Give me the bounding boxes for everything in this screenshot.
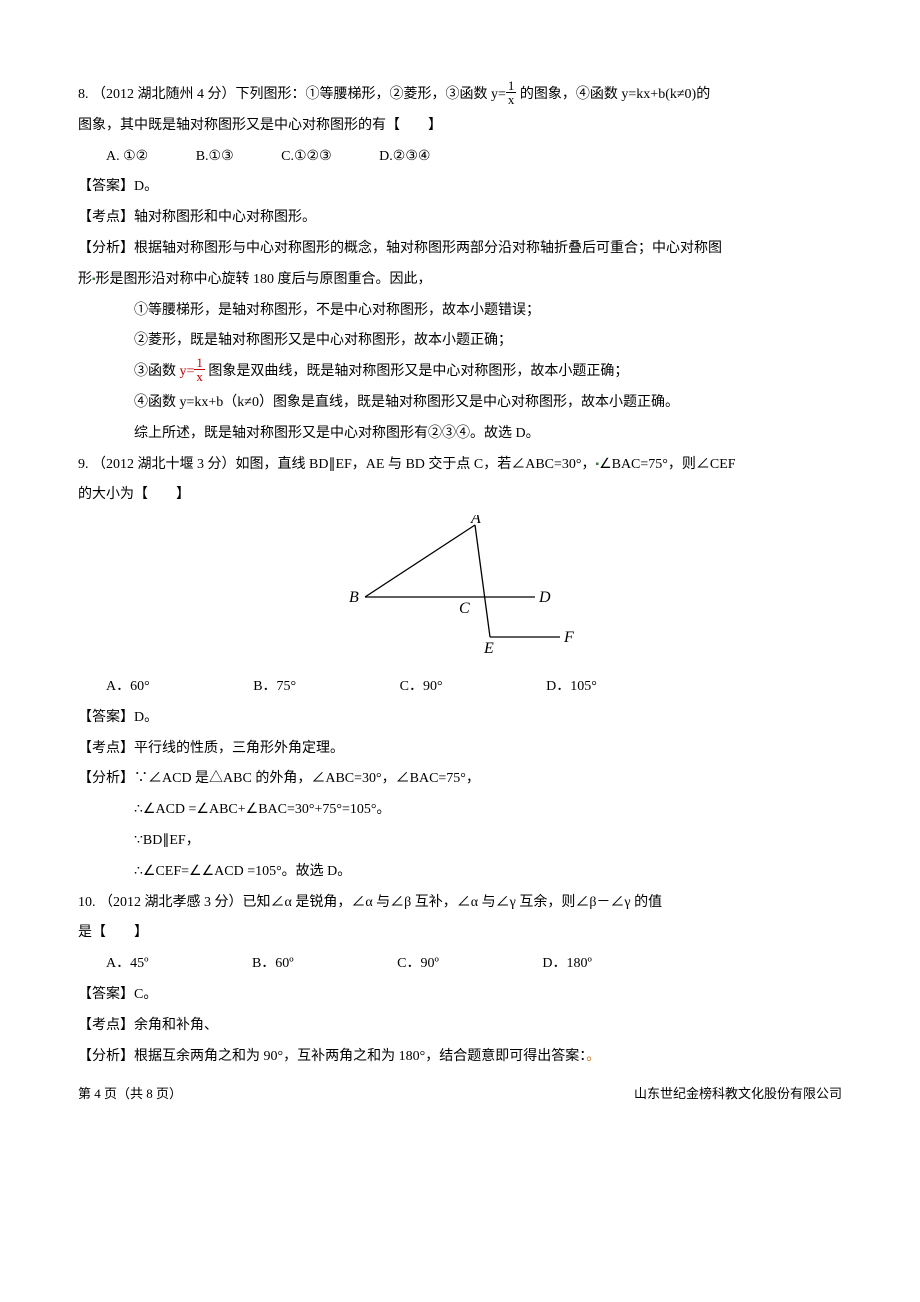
q9-f3: ∵BD∥EF， [78, 826, 842, 857]
q9-stem-line1: 9. （2012 湖北十堰 3 分）如图，直线 BD∥EF，AE 与 BD 交于… [78, 450, 842, 481]
q8-kaodian: 【考点】轴对称图形和中心对称图形。 [78, 203, 842, 234]
q8-fenxi2: 形▪形是图形沿对称中心旋转 180 度后与原图重合。因此， [78, 265, 842, 296]
svg-text:B: B [349, 589, 359, 606]
svg-text:C: C [459, 600, 470, 617]
q10-opt-c: C．90º [397, 949, 439, 980]
q8-l3-frac: 1x [194, 356, 205, 383]
q8-opt-b: B.①③ [196, 142, 234, 173]
q9-f1: 【分析】∵∠ACD 是△ABC 的外角，∠ABC=30°，∠BAC=75°， [78, 764, 842, 795]
q10-f1: 【分析】根据互余两角之和为 90°，互补两角之和为 180°，结合题意即可得出答… [78, 1042, 842, 1073]
q9-opt-d: D．105° [546, 672, 597, 703]
q8-l3: ③函数 y=1x 图象是双曲线，既是轴对称图形又是中心对称图形，故本小题正确； [78, 357, 842, 388]
q8-stem-line2: 图象，其中既是轴对称图形又是中心对称图形的有【 】 [78, 111, 842, 142]
q8-opt-d: D.②③④ [379, 142, 430, 173]
q10-opt-b: B．60º [252, 949, 294, 980]
q8-l3b: 图象是双曲线，既是轴对称图形又是中心对称图形，故本小题正确； [205, 364, 629, 379]
page-footer: 第 4 页（共 8 页） 山东世纪金榜科教文化股份有限公司 [78, 1080, 842, 1109]
q8-options: A. ①② B.①③ C.①②③ D.②③④ [78, 142, 842, 173]
q9-f4: ∴∠CEF=∠∠ACD =105°。故选 D。 [78, 857, 842, 888]
q8-l3-frac-den: x [194, 370, 205, 383]
q8-l4: ④函数 y=kx+b（k≠0）图象是直线，既是轴对称图形又是中心对称图形，故本小… [78, 388, 842, 419]
q8-opt-a: A. ①② [106, 142, 148, 173]
q8-l3-y: y= [180, 364, 195, 379]
dot-icon: 。 [586, 1049, 600, 1064]
q8-stem-a: 8. （2012 湖北随州 4 分）下列图形：①等腰梯形，②菱形，③函数 [78, 87, 491, 102]
q9-stem-line2: 的大小为【 】 [78, 480, 842, 511]
svg-text:D: D [538, 589, 551, 606]
q9-opt-b: B．75° [253, 672, 296, 703]
q8-stem-line1: 8. （2012 湖北随州 4 分）下列图形：①等腰梯形，②菱形，③函数 y=1… [78, 80, 842, 111]
q8-l3a: ③函数 [134, 364, 180, 379]
q9-options: A．60° B．75° C．90° D．105° [78, 672, 842, 703]
q10-opt-a: A．45º [106, 949, 148, 980]
q9-stem-a: 9. （2012 湖北十堰 3 分）如图，直线 BD∥EF，AE 与 BD 交于… [78, 457, 596, 472]
svg-text:E: E [483, 640, 494, 655]
q9-answer: 【答案】D。 [78, 703, 842, 734]
q8-l5: 综上所述，既是轴对称图形又是中心对称图形有②③④。故选 D。 [78, 419, 842, 450]
footer-right: 山东世纪金榜科教文化股份有限公司 [634, 1080, 842, 1109]
q8-l2: ②菱形，既是轴对称图形又是中心对称图形，故本小题正确； [78, 326, 842, 357]
q10-opt-d: D．180º [542, 949, 591, 980]
q8-fenxi2-pre: 形 [78, 272, 92, 287]
q9-opt-c: C．90° [400, 672, 443, 703]
q10-stem-line1: 10. （2012 湖北孝感 3 分）已知∠α 是锐角，∠α 与∠β 互补，∠α… [78, 888, 842, 919]
q8-l1: ①等腰梯形，是轴对称图形，不是中心对称图形，故本小题错误； [78, 296, 842, 327]
q8-frac-den: x [506, 93, 517, 106]
q8-frac: 1x [506, 79, 517, 106]
q8-opt-c: C.①②③ [281, 142, 332, 173]
q10-kaodian: 【考点】余角和补角、 [78, 1011, 842, 1042]
svg-text:A: A [470, 515, 481, 527]
q9-f2: ∴∠ACD =∠ABC+∠BAC=30°+75°=105°。 [78, 795, 842, 826]
q10-f1-text: 【分析】根据互余两角之和为 90°，互补两角之和为 180°，结合题意即可得出答… [78, 1049, 586, 1064]
q8-fenxi1: 【分析】根据轴对称图形与中心对称图形的概念，轴对称图形两部分沿对称轴折叠后可重合… [78, 234, 842, 265]
q10-stem-line2: 是【 】 [78, 918, 842, 949]
q9-opt-a: A．60° [106, 672, 150, 703]
q9-diagram: A B C D E F [335, 515, 585, 655]
q8-frac-num: 1 [506, 79, 517, 93]
q9-kaodian: 【考点】平行线的性质，三角形外角定理。 [78, 734, 842, 765]
q9-diagram-wrap: A B C D E F [78, 515, 842, 668]
svg-text:F: F [563, 629, 574, 646]
q8-fenxi2a: 形是图形沿对称中心旋转 180 度后与原图重合。因此， [96, 272, 432, 287]
q8-answer: 【答案】D。 [78, 172, 842, 203]
q8-l3-frac-num: 1 [194, 356, 205, 370]
q8-frac-y: y= [491, 87, 506, 102]
q10-answer: 【答案】C。 [78, 980, 842, 1011]
q10-options: A．45º B．60º C．90º D．180º [78, 949, 842, 980]
footer-left: 第 4 页（共 8 页） [78, 1080, 182, 1109]
q9-stem-b: ∠BAC=75°，则∠CEF [599, 457, 736, 472]
q8-stem-b: 的图象，④函数 y=kx+b(k≠0)的 [516, 87, 710, 102]
